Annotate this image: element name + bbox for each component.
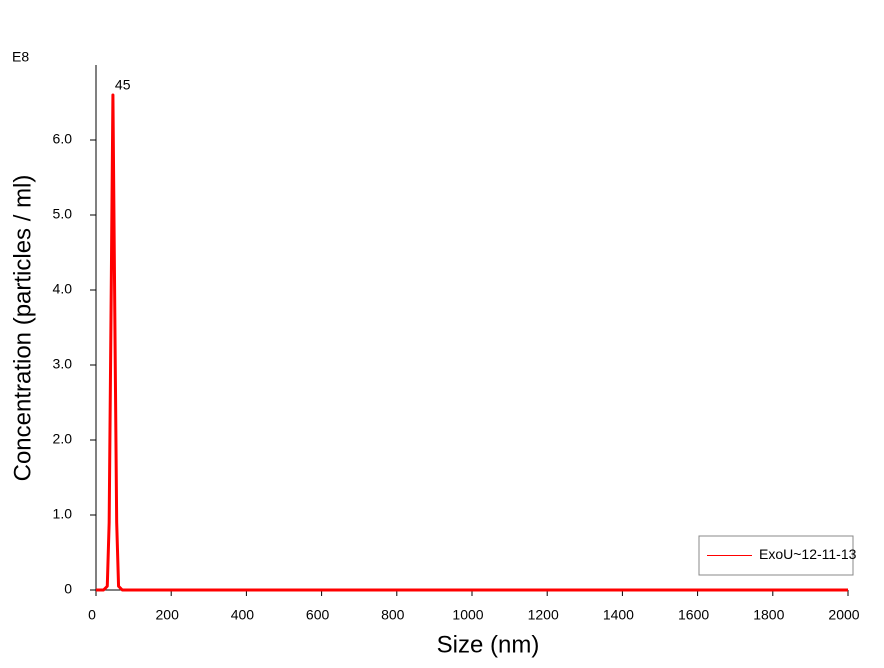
x-tick-label: 1000 [452, 607, 483, 623]
y-tick-label: 3.0 [53, 356, 73, 372]
x-tick-label: 1800 [753, 607, 784, 623]
x-axis-title: Size (nm) [437, 631, 540, 658]
x-tick-label: 1200 [528, 607, 559, 623]
y-tick-label: 4.0 [53, 281, 73, 297]
x-tick-label: 200 [156, 607, 180, 623]
y-tick-label: 0 [64, 581, 72, 597]
legend-label: ExoU~12-11-13 [759, 546, 857, 562]
y-axis-title: Concentration (particles / ml) [9, 175, 36, 482]
x-tick-label: 600 [306, 607, 330, 623]
y-unit: E8 [12, 49, 29, 65]
x-tick-label: 0 [88, 607, 96, 623]
x-tick-label: 1400 [603, 607, 634, 623]
x-tick-label: 800 [381, 607, 405, 623]
series-line [96, 93, 848, 592]
x-tick-label: 400 [231, 607, 255, 623]
annotation: 45 [115, 77, 131, 93]
legend: ExoU~12-11-13 [698, 535, 857, 576]
y-tick-label: 5.0 [53, 206, 73, 222]
x-tick-label: 2000 [828, 607, 859, 623]
y-tick-label: 1.0 [53, 506, 73, 522]
x-tick-label: 1600 [678, 607, 709, 623]
y-tick-label: 6.0 [53, 131, 73, 147]
y-tick-label: 2.0 [53, 431, 73, 447]
